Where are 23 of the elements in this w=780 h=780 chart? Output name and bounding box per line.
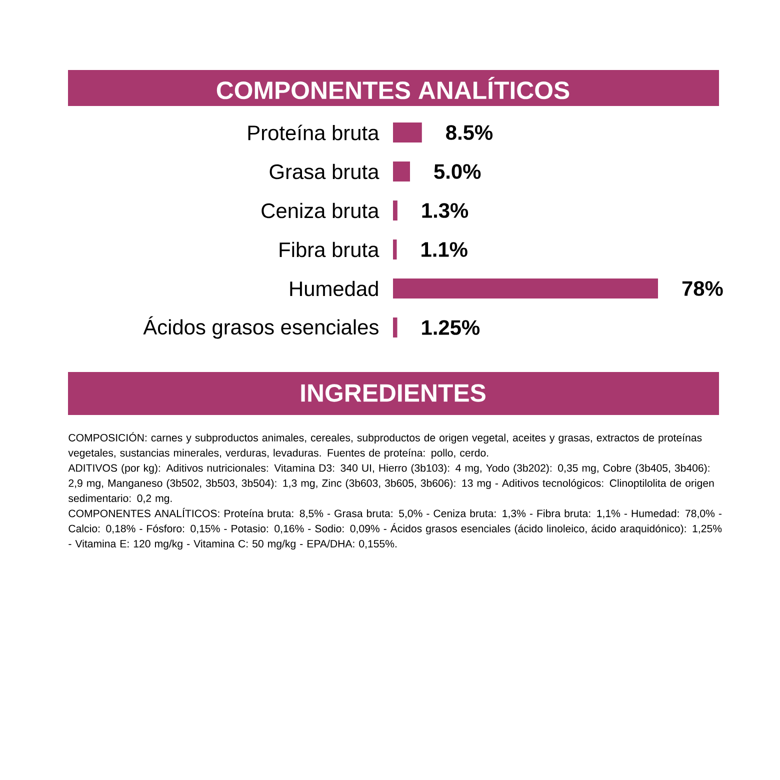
- text: COMPOSICIÓN: carnes y subproductos animales, cereales, subproductos de origen vegetal, aceites y grasas, extractos de proteínas vegetales, sustancias minerales, verduras, levaduras. Fuentes de proteína: pollo, cerdo.: [68, 432, 702, 459]
- y-tick-label: Ácidos grasos esenciales: [143, 316, 378, 339]
- data-label: 8.5%: [446, 125, 493, 140]
- data-label: 1.3%: [422, 203, 468, 218]
- bar: [393, 162, 410, 182]
- bar: [393, 278, 658, 299]
- chart-title: COMPONENTES ANALÍTICOS: [216, 76, 570, 100]
- data-label: 5.0%: [434, 164, 481, 179]
- text: INGREDIENTES: [301, 384, 486, 402]
- bar: [393, 318, 398, 338]
- data-label: 1.1%: [422, 242, 468, 257]
- bar: [393, 122, 422, 143]
- data-label: 78%: [682, 281, 723, 296]
- bar: [393, 200, 398, 221]
- y-tick-label: Ceniza bruta: [262, 202, 380, 218]
- bar: [393, 240, 397, 260]
- text: COMPONENTES ANALÍTICOS: Proteína bruta: 8,5% - Grasa bruta: 5,0% - Ceniza bruta: 1,3% - Fibra bruta: 1,1% - Humedad: 78,0% - Calcio: 0,18% - Fósforo: 0,15% - Potasio: 0,16% - Sodio: 0,09% - Ácidos grasos esenciales (ácido linoleico, ácido araquidónico): 1,25% - Vitamina E: 120 mg/kg - Vitamina C: 50 mg/kg - EPA/DHA: 0,155%.: [68, 508, 722, 550]
- y-tick-label: Proteína bruta: [248, 124, 380, 140]
- y-tick-label: Grasa bruta: [270, 164, 380, 180]
- text: ADITIVOS (por kg): Aditivos nutricionales: Vitamina D3: 340 UI, Hierro (3b103): 4 mg, Yodo (3b202): 0,35 mg, Cobre (3b405, 3b406): 2,9 mg, Manganeso (3b502, 3b503, 3b504): 1,3 mg, Zinc (3b603, 3b605, 3b606): 13 mg - Aditivos tecnológicos: Clinoptilolita de origen sedimentario: 0,2 mg.: [68, 464, 714, 504]
- y-tick-label: Fibra bruta: [280, 242, 380, 258]
- data-label: 1.25%: [422, 320, 480, 335]
- y-tick-label: Humedad: [290, 280, 378, 296]
